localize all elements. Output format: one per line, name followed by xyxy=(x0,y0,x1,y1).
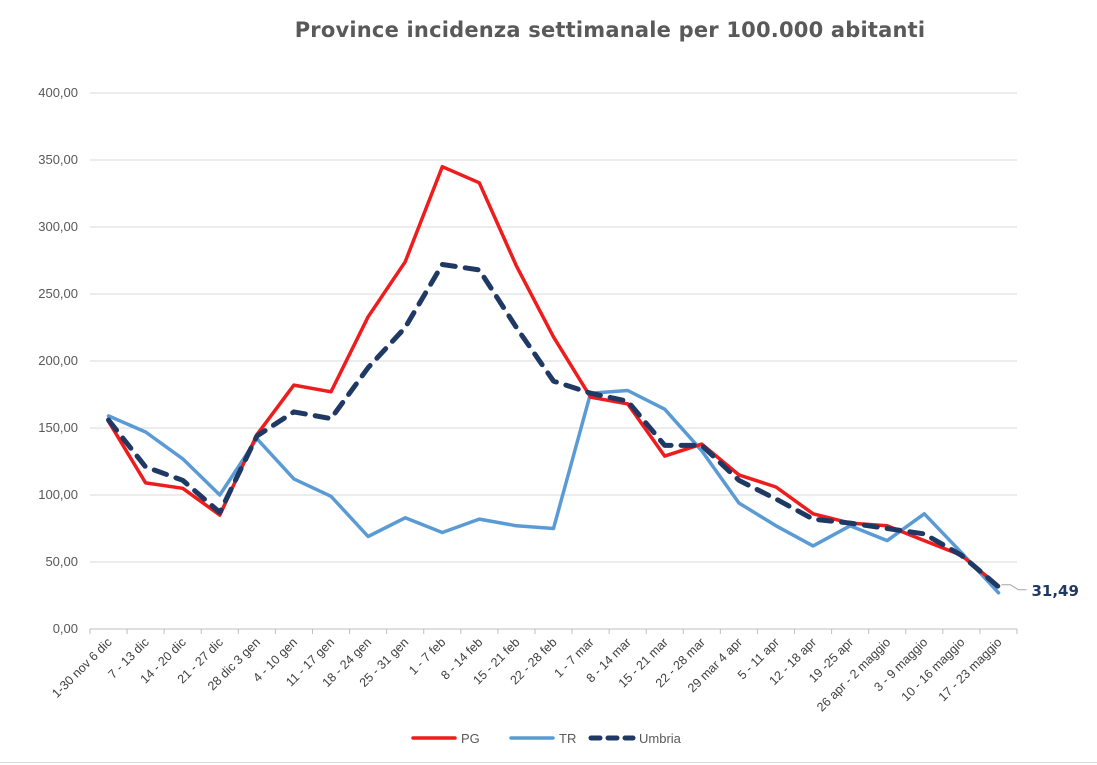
annotation-label: 31,49 xyxy=(1031,582,1078,600)
y-tick-label: 150,00 xyxy=(38,420,78,435)
y-tick-label: 300,00 xyxy=(38,219,78,234)
series-line-umbria xyxy=(106,262,1001,590)
y-tick-label: 350,00 xyxy=(38,152,78,167)
y-tick-label: 100,00 xyxy=(38,487,78,502)
y-tick-label: 250,00 xyxy=(38,286,78,301)
bottom-divider xyxy=(0,762,1097,763)
y-tick-label: 200,00 xyxy=(38,353,78,368)
chart-title: Province incidenza settimanale per 100.0… xyxy=(294,18,926,42)
y-tick-label: 400,00 xyxy=(38,85,78,100)
x-tick-label: 1-30 nov 6 dic xyxy=(49,635,114,700)
legend-label-tr: TR xyxy=(559,731,576,746)
y-tick-label: 50,00 xyxy=(45,554,78,569)
legend-label-pg: PG xyxy=(461,731,480,746)
y-tick-label: 0,00 xyxy=(53,621,78,636)
annotation-leader xyxy=(1001,584,1027,591)
legend-label-umbria: Umbria xyxy=(639,731,682,746)
